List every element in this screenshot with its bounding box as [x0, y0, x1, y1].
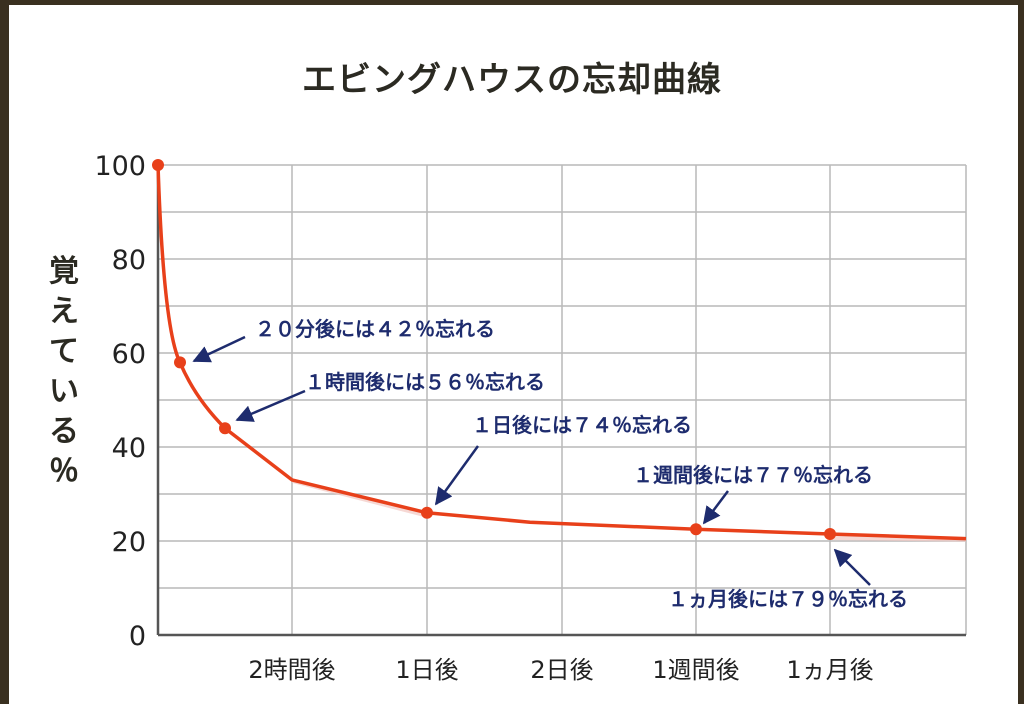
chart-title: エビングハウスの忘却曲線: [302, 60, 722, 100]
y-axis-label-char: え: [49, 294, 79, 329]
annotation-arrow: [192, 335, 246, 363]
y-tick-label: 0: [129, 621, 146, 652]
y-axis-label-char: 覚: [49, 254, 79, 289]
annotation-label: １週間後には７７％忘れる: [633, 463, 873, 487]
annotation-arrow: [833, 548, 871, 586]
y-tick-label: 60: [112, 339, 146, 370]
annotation-label: １時間後には５６％忘れる: [305, 370, 545, 394]
x-tick-label: 2日後: [530, 656, 593, 684]
x-tick-label: 2時間後: [248, 656, 335, 684]
y-tick-label: 40: [112, 433, 146, 464]
x-tick-label: 1ヵ月後: [786, 656, 873, 684]
annotation-arrow: [235, 389, 306, 422]
y-axis-label-char: い: [49, 374, 79, 409]
y-tick-label: 100: [94, 151, 146, 182]
data-point: [824, 527, 836, 540]
annotation-label: １ヵ月後には７９％忘れる: [668, 587, 908, 611]
data-point: [152, 159, 164, 171]
annotation-arrow: [702, 490, 729, 525]
y-tick-label: 80: [112, 245, 146, 276]
x-tick-label: 1週間後: [652, 656, 739, 684]
data-point: [174, 356, 186, 369]
y-axis-label: 覚えている ％: [44, 252, 84, 492]
annotation-label: ２０分後には４２％忘れる: [255, 317, 495, 341]
y-axis-label-char: ％: [49, 454, 79, 489]
data-point: [690, 523, 702, 536]
data-point: [421, 506, 433, 519]
y-tick-label: 20: [112, 527, 146, 558]
x-tick-label: 1日後: [395, 656, 458, 684]
y-axis-label-char: て: [49, 334, 79, 369]
annotation-arrow: [434, 445, 480, 506]
y-axis-label-char: る: [49, 414, 79, 449]
data-point: [219, 422, 231, 435]
annotation-label: １日後には７４％忘れる: [472, 413, 692, 437]
